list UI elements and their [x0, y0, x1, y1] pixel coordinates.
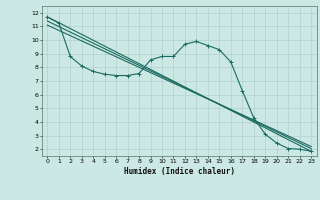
X-axis label: Humidex (Indice chaleur): Humidex (Indice chaleur): [124, 167, 235, 176]
